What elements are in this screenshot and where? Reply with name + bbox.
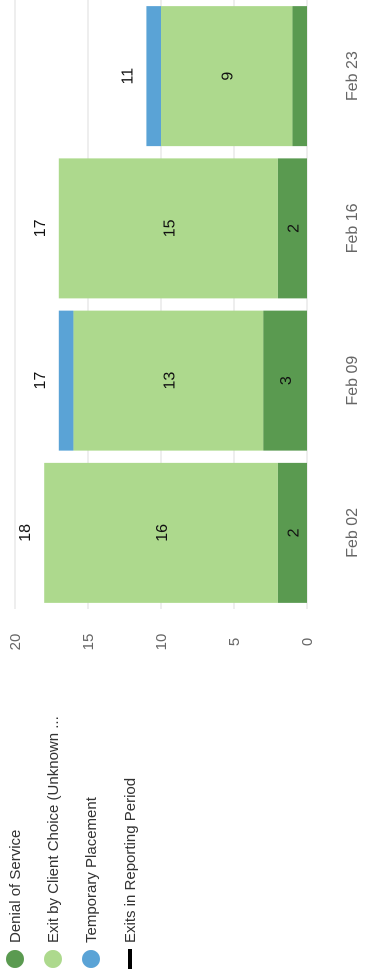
y-tick-15: 15 — [80, 634, 97, 651]
legend-swatch-exits-in-reporting-period — [128, 949, 132, 969]
bar-segment-exit-by-client-choice-unknown-feb-09 — [73, 310, 264, 451]
legend-swatch-denial-of-service — [6, 950, 24, 968]
bar-segment-temporary-placement-feb-09 — [58, 310, 74, 451]
legend: Denial of Service Exit by Client Choice (… — [6, 716, 139, 969]
total-label-feb-09: 17 — [32, 372, 49, 390]
data-label-exit-by-client-choice-unknown-feb-23: 9 — [220, 72, 237, 81]
data-labels: 2 16 18 3 13 17 2 15 17 9 11 — [17, 68, 302, 542]
y-tick-0: 0 — [299, 638, 316, 646]
x-tick-feb-09: Feb 09 — [344, 356, 361, 406]
legend-swatch-exit-by-client-choice-unknown — [44, 950, 62, 968]
x-axis: Feb 02 Feb 09 Feb 16 Feb 23 — [344, 51, 361, 558]
bar-segment-exit-by-client-choice-unknown-feb-02 — [44, 462, 278, 603]
y-tick-5: 5 — [226, 638, 243, 646]
y-tick-10: 10 — [153, 634, 170, 651]
y-axis: 0 5 10 15 20 — [7, 634, 316, 651]
data-label-exit-by-client-choice-unknown-feb-16: 15 — [161, 219, 178, 237]
data-label-denial-of-service-feb-09: 3 — [278, 376, 295, 385]
legend-label-exits-in-reporting-period: Exits in Reporting Period — [122, 778, 139, 943]
x-tick-feb-16: Feb 16 — [344, 203, 361, 253]
legend-label-temporary-placement: Temporary Placement — [83, 796, 100, 943]
bar-segment-denial-of-service-feb-02 — [277, 462, 307, 603]
total-label-feb-16: 17 — [32, 219, 49, 237]
data-label-denial-of-service-feb-02: 2 — [285, 528, 302, 537]
x-tick-feb-02: Feb 02 — [344, 508, 361, 558]
bars — [44, 6, 308, 603]
x-tick-feb-23: Feb 23 — [344, 51, 361, 101]
y-tick-20: 20 — [7, 634, 24, 651]
legend-swatch-temporary-placement — [82, 950, 100, 968]
data-label-denial-of-service-feb-16: 2 — [285, 224, 302, 233]
data-label-exit-by-client-choice-unknown-feb-02: 16 — [154, 524, 171, 542]
bar-segment-exit-by-client-choice-unknown-feb-16 — [58, 158, 278, 299]
bar-segment-temporary-placement-feb-23 — [146, 6, 161, 147]
bar-segment-denial-of-service-feb-16 — [277, 158, 307, 299]
bar-segment-denial-of-service-feb-09 — [263, 310, 308, 451]
data-label-exit-by-client-choice-unknown-feb-09: 13 — [161, 372, 178, 390]
legend-label-exit-by-client-choice-unknown: Exit by Client Choice (Unknown ... — [45, 716, 62, 943]
legend-label-denial-of-service: Denial of Service — [7, 830, 24, 943]
total-label-feb-23: 11 — [119, 68, 136, 85]
bar-segment-exit-by-client-choice-unknown-feb-23 — [161, 6, 293, 147]
total-label-feb-02: 18 — [17, 524, 34, 542]
bar-segment-denial-of-service-feb-23 — [292, 6, 307, 147]
